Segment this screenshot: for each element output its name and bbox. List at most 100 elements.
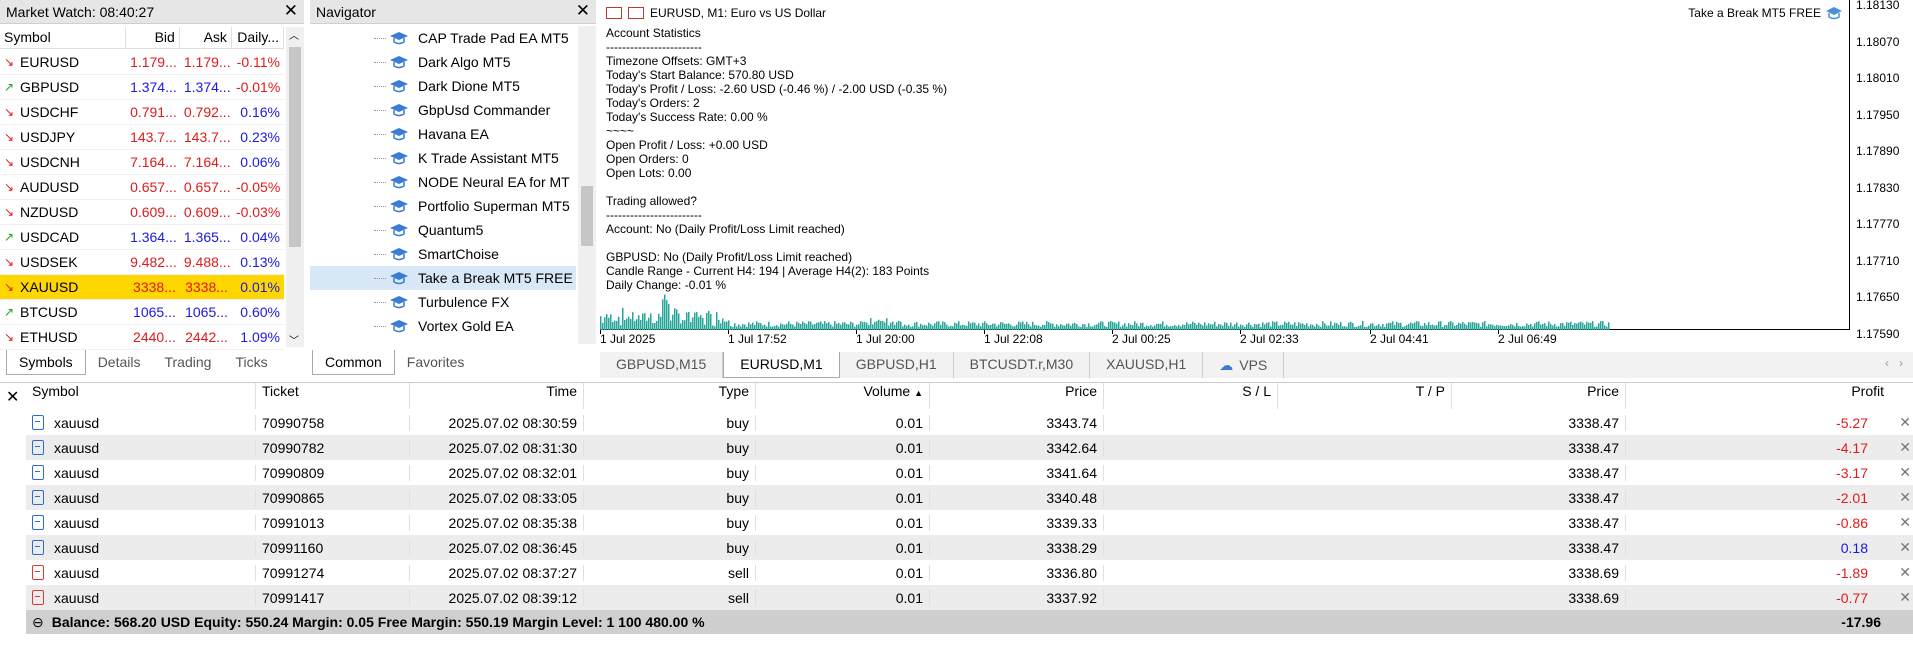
position-row[interactable]: xauusd 70991417 2025.07.02 08:39:12 sell 0.0… (26, 585, 1913, 610)
symbol-row[interactable]: ↘ EURUSD 1.179... 1.179... -0.11% (0, 50, 284, 75)
navigator-item[interactable]: Dark Algo MT5 (310, 50, 576, 74)
tab-scroll-arrows[interactable]: ‹ › (1885, 356, 1903, 370)
chevron-down-icon[interactable]: ﹀ (289, 336, 299, 347)
collapse-icon[interactable]: ⊖ (32, 613, 44, 630)
tick-volume-bar (1364, 326, 1366, 330)
tick-volume-bar (794, 326, 796, 330)
column-bid[interactable]: Bid (126, 27, 180, 48)
tick-volume-bar (670, 320, 672, 330)
symbol-row[interactable]: ↘ NZDUSD 0.609... 0.609... -0.03% (0, 200, 284, 225)
symbol-row[interactable]: ↘ ETHUSD 2440... 2442... 1.09% (0, 325, 284, 350)
tab-trading[interactable]: Trading (164, 354, 212, 370)
close-position-icon[interactable]: ✕ (1899, 539, 1911, 555)
position-row[interactable]: xauusd 70990809 2025.07.02 08:32:01 buy 0.01… (26, 460, 1913, 485)
close-icon[interactable]: ✕ (575, 1, 590, 20)
tab-vps[interactable]: ☁ VPS (1203, 352, 1285, 378)
navigator-scrollbar[interactable] (578, 26, 596, 344)
symbol-row[interactable]: ↘ USDJPY 143.7... 143.7... 0.23% (0, 125, 284, 150)
column-daily[interactable]: Daily... (232, 27, 284, 48)
market-watch-panel: Market Watch: 08:40:27 ✕ Symbol Bid Ask … (0, 0, 304, 378)
close-position-icon[interactable]: ✕ (1899, 514, 1911, 530)
navigator-item[interactable]: Havana EA (310, 122, 576, 146)
navigator-item[interactable]: Turbulence FX (310, 290, 576, 314)
symbol-row[interactable]: ↘ USDCHF 0.791... 0.792... 0.16% (0, 100, 284, 125)
tab-xauusd-h1[interactable]: XAUUSD,H1 (1090, 352, 1204, 378)
navigator-item[interactable]: Vortex Gold EA (310, 314, 576, 338)
column-profit[interactable]: Profit (1851, 383, 1884, 399)
tick-volume-bar (644, 313, 646, 330)
tab-eurusd-m1[interactable]: EURUSD,M1 (723, 352, 840, 378)
tick-volume-bar (1168, 326, 1170, 330)
navigator-item[interactable]: K Trade Assistant MT5 (310, 146, 576, 170)
close-icon[interactable]: ✕ (283, 1, 298, 20)
navigator-item[interactable]: Dark Dione MT5 (310, 74, 576, 98)
column-ask[interactable]: Ask (180, 27, 232, 48)
close-position-icon[interactable]: ✕ (1899, 489, 1911, 505)
symbol-name: USDCAD (20, 229, 80, 245)
close-icon[interactable]: ✕ (6, 389, 20, 406)
close-position-icon[interactable]: ✕ (1899, 414, 1911, 430)
symbol-row[interactable]: ↘ USDSEK 9.482... 9.488... 0.13% (0, 250, 284, 275)
position-row[interactable]: xauusd 70990758 2025.07.02 08:30:59 buy 0.01… (26, 410, 1913, 435)
chevron-up-icon[interactable]: ︿ (289, 31, 299, 42)
symbol-row[interactable]: ↗ GBPUSD 1.374... 1.374... -0.01% (0, 75, 284, 100)
navigator-item[interactable]: GbpUsd Commander (310, 98, 576, 122)
market-watch-scrollbar[interactable]: ︿ ﹀ (286, 27, 304, 347)
symbol-row[interactable]: ↗ USDCAD 1.364... 1.365... 0.04% (0, 225, 284, 250)
column-price[interactable]: Price (930, 383, 1104, 409)
column-sl[interactable]: S / L (1104, 383, 1278, 409)
symbol-row[interactable]: ↘ USDCNH 7.164... 7.164... 0.06% (0, 150, 284, 175)
column-current-price[interactable]: Price (1452, 383, 1626, 409)
scroll-thumb[interactable] (581, 186, 593, 246)
position-row[interactable]: xauusd 70991160 2025.07.02 08:36:45 buy 0.01… (26, 535, 1913, 560)
close-position-icon[interactable]: ✕ (1899, 464, 1911, 480)
tab-common[interactable]: Common (312, 350, 395, 375)
tab-btcusdt-m30[interactable]: BTCUSDT.r,M30 (954, 352, 1091, 378)
column-type[interactable]: Type (584, 383, 756, 409)
position-row[interactable]: xauusd 70990782 2025.07.02 08:31:30 buy 0.01… (26, 435, 1913, 460)
tick-volume-bar (1106, 326, 1108, 330)
symbol-row[interactable]: ↘ AUDUSD 0.657... 0.657... -0.05% (0, 175, 284, 200)
tick-volume-bar (1520, 326, 1522, 330)
tick-volume-bar (1490, 324, 1492, 330)
column-time[interactable]: Time (410, 383, 584, 409)
symbol-cell: xauusd (26, 514, 256, 531)
position-row[interactable]: xauusd 70990865 2025.07.02 08:33:05 buy 0.01… (26, 485, 1913, 510)
column-tp[interactable]: T / P (1278, 383, 1452, 409)
column-symbol[interactable]: Symbol (26, 383, 256, 409)
scroll-thumb[interactable] (289, 47, 301, 247)
column-volume[interactable]: Volume ▲ (756, 383, 930, 409)
symbol-row[interactable]: ↘ XAUUSD 3338... 3338... 0.01% (0, 275, 284, 300)
tick-volume-bar (690, 321, 692, 330)
chart-type-icon[interactable] (628, 7, 644, 19)
graduation-cap-icon[interactable] (1825, 6, 1843, 20)
tick-volume-bar (1370, 323, 1372, 330)
arrow-down-icon: ↘ (4, 155, 15, 169)
tab-symbols[interactable]: Symbols (6, 350, 86, 375)
close-position-icon[interactable]: ✕ (1899, 589, 1911, 605)
tab-gbpusd-m15[interactable]: GBPUSD,M15 (600, 352, 724, 378)
daily-change: 0.23% (240, 129, 280, 145)
chart-menu-icon[interactable] (606, 7, 622, 19)
column-symbol[interactable]: Symbol (0, 27, 126, 48)
tab-gbpusd-h1[interactable]: GBPUSD,H1 (840, 352, 954, 378)
navigator-item[interactable]: SmartChoise (310, 242, 576, 266)
navigator-item[interactable]: NODE Neural EA for MT (310, 170, 576, 194)
navigator-item[interactable]: Take a Break MT5 FREE (310, 266, 576, 290)
close-position-icon[interactable]: ✕ (1899, 564, 1911, 580)
tab-favorites[interactable]: Favorites (406, 354, 465, 370)
navigator-item[interactable]: Quantum5 (310, 218, 576, 242)
close-position-icon[interactable]: ✕ (1899, 439, 1911, 455)
tab-ticks[interactable]: Ticks (235, 354, 268, 370)
chart-window[interactable]: EURUSD, M1: Euro vs US Dollar Take a Bre… (600, 0, 1913, 350)
navigator-item[interactable]: Portfolio Superman MT5 (310, 194, 576, 218)
column-ticket[interactable]: Ticket (256, 383, 410, 409)
position-row[interactable]: xauusd 70991013 2025.07.02 08:35:38 buy 0.01… (26, 510, 1913, 535)
symbol-row[interactable]: ↗ BTCUSD 1065... 1065... 0.60% (0, 300, 284, 325)
tick-volume-bar (730, 326, 732, 330)
navigator-item[interactable]: CAP Trade Pad EA MT5 (310, 26, 576, 50)
tab-details[interactable]: Details (97, 354, 141, 370)
position-row[interactable]: xauusd 70991274 2025.07.02 08:37:27 sell 0.0… (26, 560, 1913, 585)
tick-volume-bar (748, 322, 750, 330)
chart-area[interactable]: EURUSD, M1: Euro vs US Dollar Take a Bre… (600, 0, 1850, 330)
